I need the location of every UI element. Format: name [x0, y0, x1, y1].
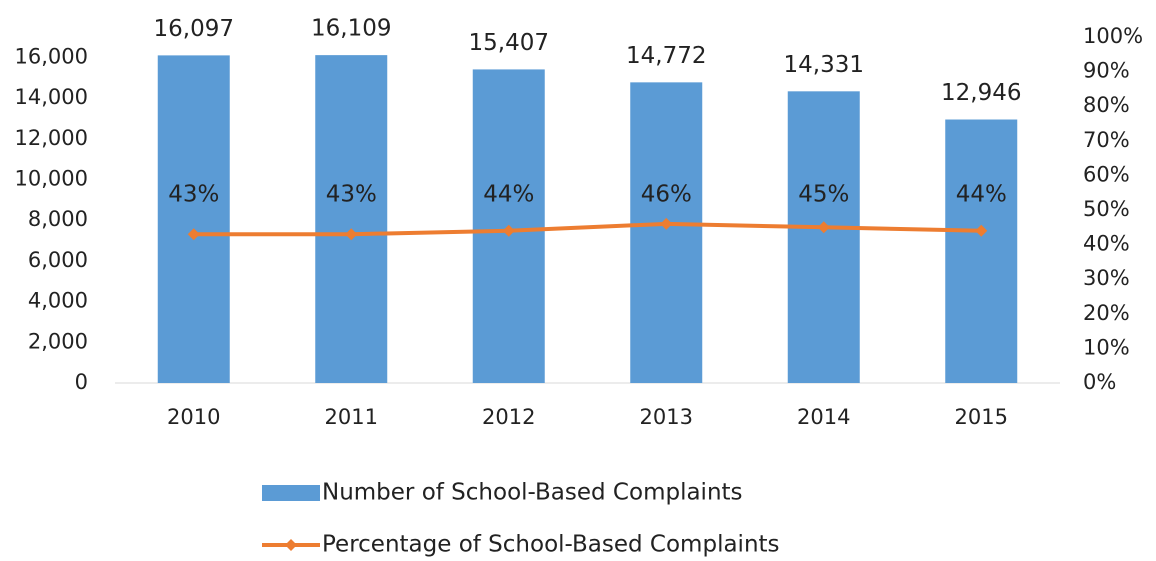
- legend-marker: [285, 539, 297, 551]
- bar: [945, 119, 1018, 383]
- y2-tick-label: 40%: [1083, 232, 1130, 256]
- y-tick-label: 14,000: [15, 85, 88, 109]
- bar-value-label: 16,109: [311, 16, 391, 42]
- bar-value-label: 14,772: [626, 43, 706, 69]
- line-value-label: 45%: [798, 182, 849, 208]
- y-tick-label: 16,000: [15, 44, 88, 68]
- y2-tick-label: 100%: [1083, 24, 1143, 48]
- bar: [630, 82, 703, 384]
- line-marker: [187, 228, 200, 241]
- x-tick-label: 2013: [640, 405, 693, 429]
- line-marker: [345, 228, 358, 241]
- line-value-label: 46%: [641, 182, 692, 208]
- line: [193, 221, 982, 237]
- y2-tick-label: 90%: [1083, 59, 1130, 83]
- y-tick-label: 0: [75, 370, 88, 394]
- x-tick-label: 2014: [797, 405, 850, 429]
- bar-value-label: 14,331: [784, 52, 864, 78]
- y-tick-label: 2,000: [28, 329, 88, 353]
- y2-tick-label: 10%: [1083, 335, 1130, 359]
- line-marker: [817, 221, 830, 234]
- bar: [315, 55, 388, 384]
- y2-tick-label: 80%: [1083, 93, 1130, 117]
- bar-value-label: 15,407: [469, 30, 549, 56]
- bar: [157, 55, 230, 384]
- bar: [787, 91, 860, 384]
- y2-tick-label: 50%: [1083, 197, 1130, 221]
- bar-value-label: 12,946: [941, 80, 1021, 106]
- line-value-label: 43%: [168, 182, 219, 208]
- x-tick-label: 2015: [955, 405, 1008, 429]
- line-marker: [502, 224, 515, 237]
- line-value-label: 44%: [483, 182, 534, 208]
- y2-tick-label: 60%: [1083, 162, 1130, 186]
- x-tick-label: 2011: [325, 405, 378, 429]
- legend-label: Number of School-Based Complaints: [322, 480, 743, 506]
- y-tick-label: 8,000: [28, 207, 88, 231]
- y2-tick-label: 0%: [1083, 370, 1116, 394]
- bar-value-label: 16,097: [154, 16, 234, 42]
- y-tick-label: 6,000: [28, 248, 88, 272]
- line-marker: [975, 224, 988, 237]
- y-tick-label: 12,000: [15, 126, 88, 150]
- y-tick-label: 10,000: [15, 166, 88, 190]
- legend-label: Percentage of School-Based Complaints: [322, 532, 780, 558]
- legend-swatch: [262, 485, 320, 501]
- y2-tick-label: 20%: [1083, 301, 1130, 325]
- line-marker: [660, 217, 673, 230]
- line-value-label: 44%: [956, 182, 1007, 208]
- x-tick-label: 2010: [167, 405, 220, 429]
- x-tick-label: 2012: [482, 405, 535, 429]
- line-value-label: 43%: [326, 182, 377, 208]
- y2-tick-label: 70%: [1083, 128, 1130, 152]
- y2-tick-label: 30%: [1083, 266, 1130, 290]
- y-tick-label: 4,000: [28, 289, 88, 313]
